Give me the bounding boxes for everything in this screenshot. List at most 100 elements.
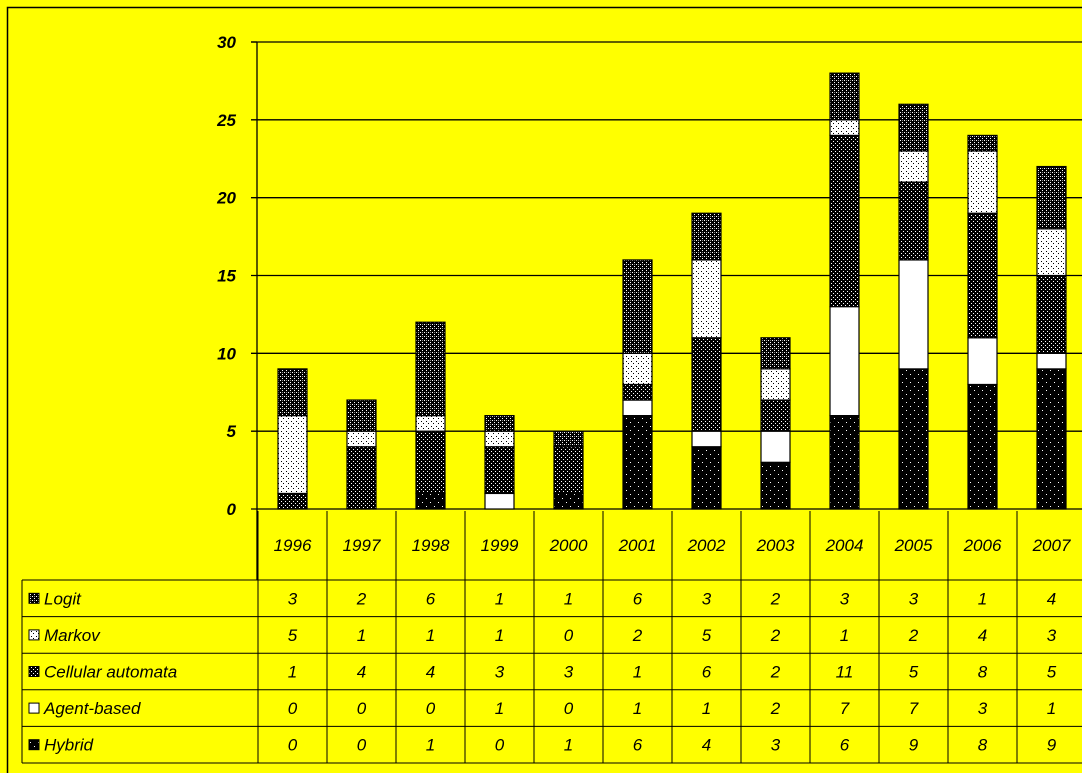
x-category-label: 2006 [963,536,1002,555]
data-label: 1 [426,736,435,755]
legend-swatch-logit [28,592,40,604]
data-label: 8 [978,736,988,755]
x-category-label: 1997 [343,536,381,555]
data-label: 1 [564,736,573,755]
bar-segment-hybrid-2002 [691,446,722,510]
x-category-label: 2003 [756,536,795,555]
x-category-label: 2007 [1032,536,1071,555]
data-label: 5 [1047,663,1057,682]
y-tick-label: 15 [217,267,236,286]
data-label: 1 [633,663,642,682]
data-label: 0 [288,699,298,718]
data-label: 0 [564,699,574,718]
bar-segment-cellular-automata-2000 [553,446,584,495]
data-label: 3 [840,589,850,608]
data-label: 3 [702,589,712,608]
data-label: 1 [495,626,504,645]
series-name: Agent-based [43,699,141,718]
bar-segment-agent-based-2004 [829,306,860,417]
legend-swatch-agent-based [28,702,40,714]
data-label: 4 [978,626,987,645]
bar-segment-agent-based-2006 [967,337,998,386]
data-label: 1 [702,699,711,718]
data-label: 1 [840,626,849,645]
data-label: 1 [495,699,504,718]
x-category-label: 2001 [618,536,657,555]
data-label: 1 [1047,699,1056,718]
data-label: 4 [1047,589,1056,608]
bar-segment-markov-1998 [415,415,446,432]
bar-segment-cellular-automata-1997 [346,446,377,510]
bar-segment-logit-2006 [967,134,998,152]
bar-segment-cellular-automata-2006 [967,212,998,339]
y-tick-label: 10 [217,344,236,363]
bar-segment-logit-2001 [622,259,653,354]
x-category-label: 2004 [825,536,864,555]
series-name: Markov [44,626,101,645]
data-label: 2 [770,626,781,645]
data-label: 1 [564,589,573,608]
data-label: 1 [495,589,504,608]
bar-segment-agent-based-2005 [898,259,929,370]
bar-segment-cellular-automata-2004 [829,134,860,308]
bar-segment-cellular-automata-1999 [484,446,515,495]
bar-segment-hybrid-2000 [553,492,584,510]
bar-segment-logit-1998 [415,321,446,417]
data-label: 8 [978,663,988,682]
data-label: 2 [770,589,781,608]
bar-segment-hybrid-2005 [898,368,929,510]
bar-segment-markov-2005 [898,150,929,183]
bars [277,72,1067,510]
y-tick-label: 30 [217,33,236,52]
data-label: 4 [426,663,435,682]
data-label: 2 [356,589,367,608]
y-tick-label: 0 [227,500,237,519]
y-tick-label: 5 [227,422,237,441]
bar-segment-cellular-automata-2003 [760,399,791,432]
bar-segment-cellular-automata-2007 [1036,274,1067,354]
data-label: 0 [564,626,574,645]
bar-segment-cellular-automata-2001 [622,383,653,401]
bar-segment-logit-2002 [691,212,722,261]
bar-segment-agent-based-2002 [691,430,722,448]
data-label: 6 [426,589,436,608]
x-category-label: 1996 [274,536,312,555]
data-label: 1 [357,626,366,645]
data-label: 3 [495,663,505,682]
bar-segment-hybrid-2003 [760,461,791,510]
bar-segment-logit-1997 [346,399,377,432]
bar-segment-hybrid-1998 [415,492,446,510]
data-label: 5 [288,626,298,645]
bar-segment-cellular-automata-1998 [415,430,446,495]
bar-segment-markov-2006 [967,150,998,214]
y-axis-tick-labels: 0 5 10 15 20 25 30 [216,33,236,519]
data-label: 1 [426,626,435,645]
x-category-label: 2000 [549,536,588,555]
data-label: 2 [908,626,919,645]
data-label: 0 [495,736,505,755]
x-category-label: 1998 [412,536,450,555]
bar-segment-markov-2003 [760,368,791,401]
data-label: 3 [978,699,988,718]
data-label: 0 [426,699,436,718]
data-label: 7 [840,699,850,718]
series-name: Cellular automata [44,663,177,682]
data-label: 6 [840,736,850,755]
bar-segment-logit-2000 [553,430,584,448]
data-label: 5 [702,626,712,645]
data-label: 0 [357,699,367,718]
bar-segment-markov-2001 [622,352,653,386]
data-label: 3 [564,663,574,682]
data-label: 6 [633,736,643,755]
bar-segment-agent-based-1999 [484,492,515,510]
bar-segment-markov-1999 [484,430,515,448]
bar-segment-markov-2007 [1036,228,1067,277]
bar-segment-logit-1996 [277,368,308,417]
data-label: 5 [909,663,919,682]
y-tick-label: 25 [216,111,236,130]
data-table: 1996 1997 1998 1999 2000 2001 2002 2003 2004 2005… [21,511,1082,764]
data-label: 3 [1047,626,1057,645]
legend-swatch-markov [28,629,40,641]
data-label: 1 [978,589,987,608]
